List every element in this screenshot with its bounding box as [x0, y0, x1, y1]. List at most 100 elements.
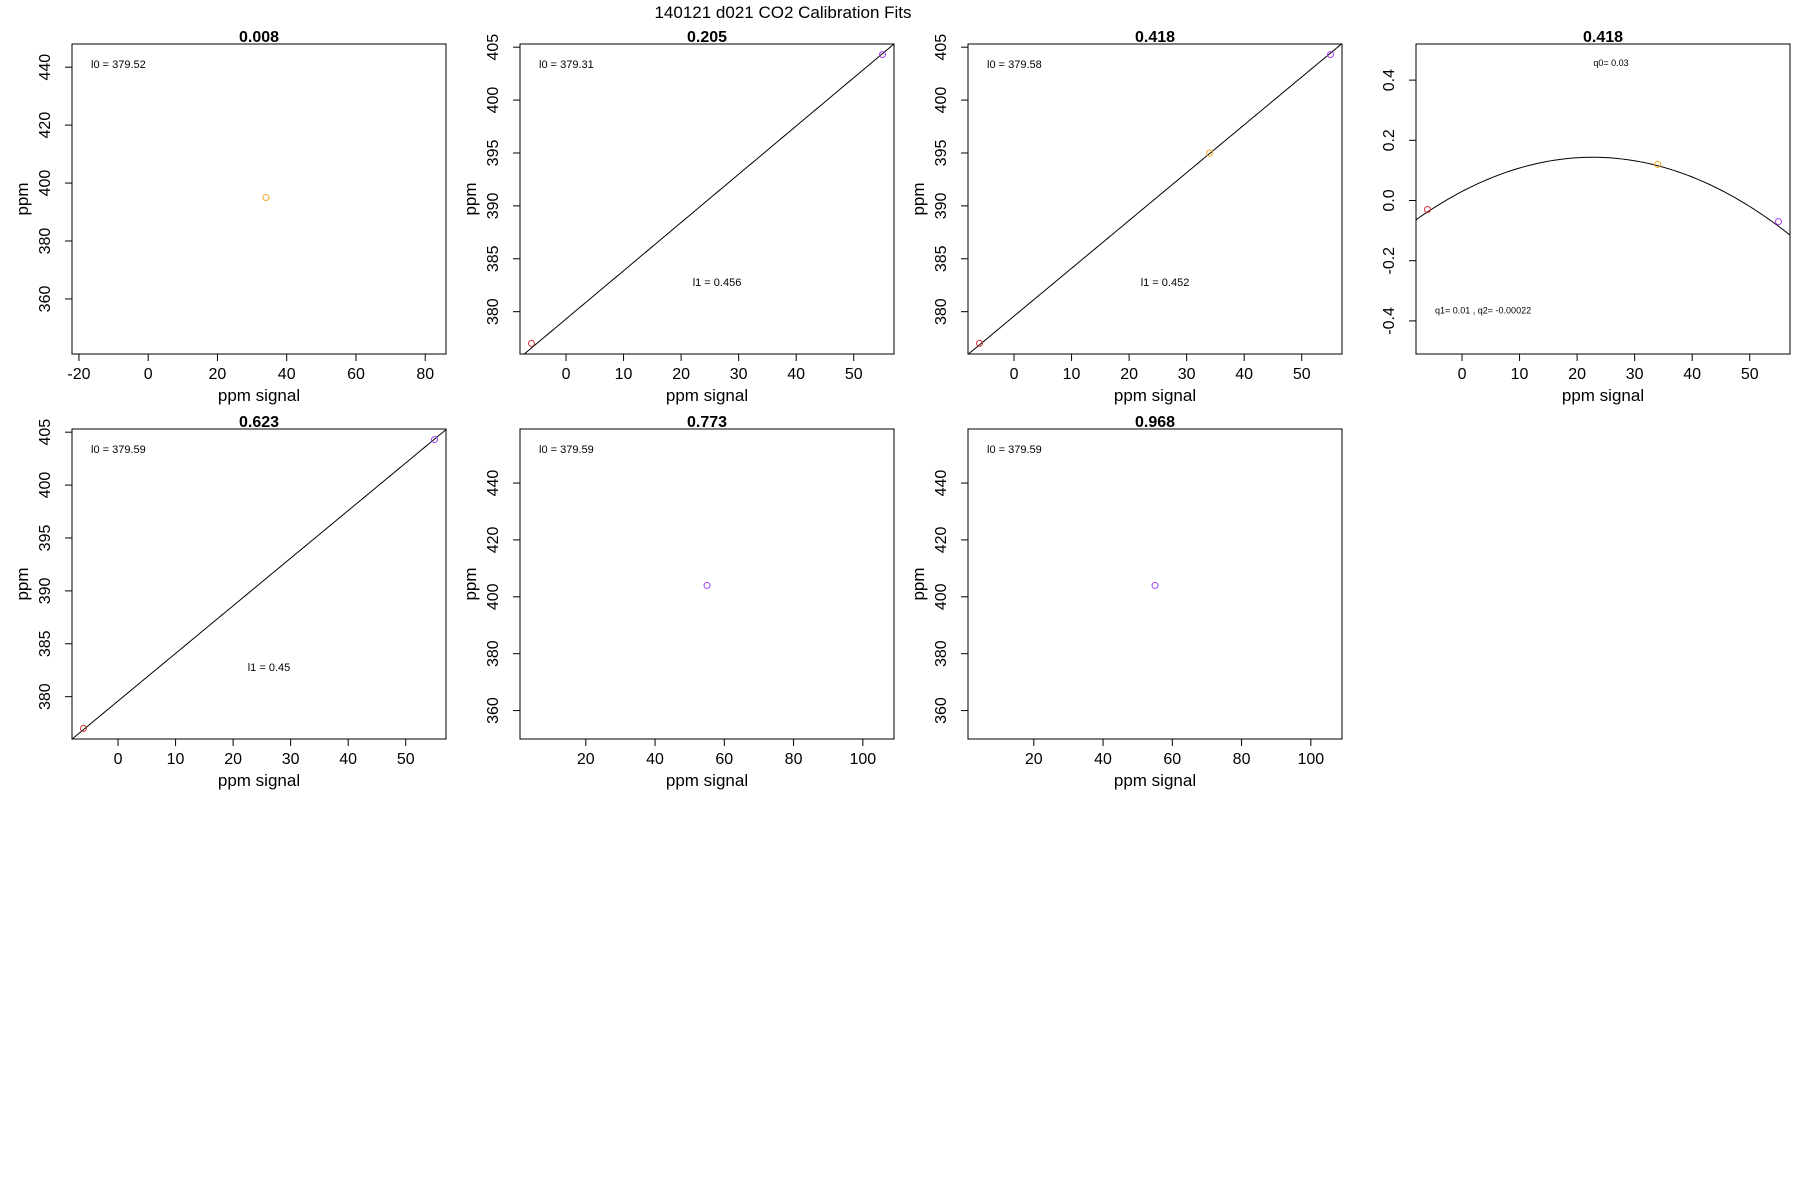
- y-tick-label: 440: [485, 470, 502, 497]
- data-point: [878, 51, 886, 59]
- y-axis-label: ppm: [909, 182, 928, 215]
- fit-line: [1416, 156, 1790, 236]
- x-tick-label: 40: [278, 366, 296, 383]
- y-tick-label: -0.2: [1381, 247, 1398, 275]
- x-tick-label: 20: [209, 366, 227, 383]
- plot-frame: [519, 428, 895, 740]
- x-axis-label: ppm signal: [666, 771, 748, 790]
- y-tick-label: 385: [933, 245, 950, 272]
- x-tick-label: 30: [730, 366, 748, 383]
- fit-line: [523, 44, 894, 354]
- x-tick-label: 10: [1063, 366, 1081, 383]
- y-tick-label: 420: [37, 112, 54, 139]
- y-tick-label: 405: [933, 34, 950, 61]
- x-axis-label: ppm signal: [218, 771, 300, 790]
- x-tick-label: 30: [282, 751, 300, 768]
- x-tick-label: 40: [646, 751, 664, 768]
- chart-panel: 0.008 -20 0 20 40 60 80 ppm signal 360 380 400 420 4…: [13, 29, 447, 405]
- data-point: [262, 194, 270, 202]
- y-tick-label: 400: [933, 87, 950, 114]
- chart-title: 0.418: [1583, 29, 1623, 46]
- y-tick-label: 360: [933, 697, 950, 724]
- fit-annotation: l0 = 379.31: [539, 59, 594, 71]
- plot-frame: [967, 428, 1343, 740]
- x-tick-label: 60: [347, 366, 365, 383]
- x-tick-label: 40: [1235, 366, 1253, 383]
- chart-panel: 0.968 20 40 60 80 100 ppm signal 360 380 400 420 44…: [909, 414, 1343, 790]
- data-point: [1151, 581, 1159, 589]
- y-tick-label: 440: [37, 54, 54, 81]
- y-tick-label: 385: [485, 245, 502, 272]
- y-tick-label: 390: [37, 577, 54, 604]
- y-tick-label: -0.4: [1381, 307, 1398, 335]
- x-tick-label: 10: [1511, 366, 1529, 383]
- y-tick-label: 380: [485, 298, 502, 325]
- y-tick-label: 0.2: [1381, 129, 1398, 151]
- x-tick-label: 40: [1094, 751, 1112, 768]
- chart-title: 0.968: [1135, 414, 1175, 431]
- data-point: [528, 339, 536, 347]
- x-tick-label: 50: [1741, 366, 1759, 383]
- y-tick-label: 380: [485, 640, 502, 667]
- fit-line: [968, 44, 1342, 354]
- fit-annotation: q1= 0.01 , q2= -0.00022: [1435, 306, 1531, 316]
- y-axis-label: ppm: [461, 182, 480, 215]
- y-tick-label: 380: [37, 683, 54, 710]
- chart-panel: 0.418 0 10 20 30 40 50 ppm signal -0.4 -0.2 0.0 0.2…: [1381, 29, 1791, 405]
- data-point: [1654, 160, 1662, 168]
- data-point: [703, 581, 711, 589]
- y-tick-label: 380: [933, 640, 950, 667]
- x-tick-label: 20: [1025, 751, 1043, 768]
- y-tick-label: 420: [485, 526, 502, 553]
- fit-annotation: l0 = 379.58: [987, 59, 1042, 71]
- y-tick-label: 385: [37, 630, 54, 657]
- x-tick-label: 0: [114, 751, 123, 768]
- x-tick-label: 30: [1626, 366, 1644, 383]
- y-tick-label: 395: [485, 140, 502, 167]
- x-tick-label: 30: [1178, 366, 1196, 383]
- y-tick-label: 400: [37, 170, 54, 197]
- x-tick-label: 40: [1683, 366, 1701, 383]
- x-tick-label: 40: [339, 751, 357, 768]
- x-tick-label: 10: [167, 751, 185, 768]
- x-axis-label: ppm signal: [1114, 771, 1196, 790]
- fit-line: [72, 429, 446, 739]
- data-point: [80, 724, 88, 732]
- x-tick-label: 20: [224, 751, 242, 768]
- chart-title: 0.773: [687, 414, 727, 431]
- x-axis-label: ppm signal: [1114, 386, 1196, 405]
- fit-annotation: l1 = 0.45: [248, 662, 291, 674]
- x-axis-label: ppm signal: [1562, 386, 1644, 405]
- x-axis-label: ppm signal: [218, 386, 300, 405]
- y-tick-label: 420: [933, 526, 950, 553]
- data-point: [1326, 51, 1334, 59]
- chart-title: 0.418: [1135, 29, 1175, 46]
- y-axis-label: ppm: [909, 567, 928, 600]
- x-tick-label: 0: [1010, 366, 1019, 383]
- y-tick-label: 0.4: [1381, 69, 1398, 91]
- x-tick-label: 80: [416, 366, 434, 383]
- x-tick-label: 80: [785, 751, 803, 768]
- y-tick-label: 360: [485, 697, 502, 724]
- x-tick-label: 60: [1163, 751, 1181, 768]
- fit-annotation: l1 = 0.452: [1141, 277, 1190, 289]
- data-point: [1774, 218, 1782, 226]
- x-tick-label: 20: [577, 751, 595, 768]
- x-tick-label: 50: [845, 366, 863, 383]
- y-axis-label: ppm: [13, 182, 32, 215]
- y-tick-label: 405: [485, 34, 502, 61]
- chart-panel: 0.623 0 10 20 30 40 50 ppm signal 380 385 390 395 40…: [13, 414, 447, 790]
- x-tick-label: 100: [1297, 751, 1324, 768]
- fit-annotation: l0 = 379.59: [91, 444, 146, 456]
- x-tick-label: 20: [672, 366, 690, 383]
- x-tick-label: 40: [787, 366, 805, 383]
- x-tick-label: 0: [1458, 366, 1467, 383]
- x-tick-label: 0: [144, 366, 153, 383]
- fit-annotation: l0 = 379.59: [539, 444, 594, 456]
- x-tick-label: 20: [1120, 366, 1138, 383]
- y-tick-label: 400: [933, 583, 950, 610]
- y-tick-label: 360: [37, 286, 54, 313]
- x-axis-label: ppm signal: [666, 386, 748, 405]
